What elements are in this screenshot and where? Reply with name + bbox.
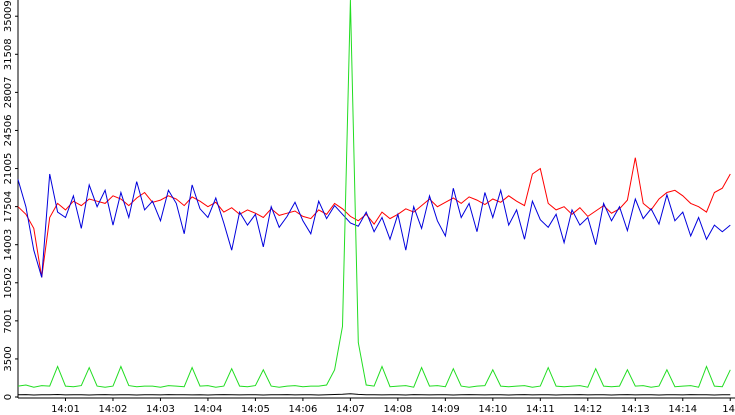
- y-tick-label: 17504: [3, 191, 14, 223]
- x-tick-label: 14:11: [526, 404, 555, 415]
- x-tick-label: 14:04: [194, 404, 223, 415]
- x-tick-label: 14:05: [241, 404, 270, 415]
- x-tick-label: 14:08: [383, 404, 412, 415]
- series-line: [17, 393, 731, 396]
- series-line: [17, 157, 731, 278]
- x-tick-label: 14:12: [573, 404, 602, 415]
- y-tick-label: 31508: [3, 38, 14, 70]
- y-tick-label: 3500: [3, 346, 14, 371]
- y-tick-label: 28007: [3, 76, 14, 108]
- x-tick-label: 14:13: [621, 404, 650, 415]
- y-tick-label: 14003: [3, 229, 14, 261]
- series-line: [17, 173, 731, 278]
- y-tick-label: 7001: [3, 308, 14, 333]
- x-tick-label: 14:06: [288, 404, 317, 415]
- y-tick-label: 21005: [3, 153, 14, 185]
- x-tick-label: 14:03: [146, 404, 175, 415]
- y-tick-label: 24506: [3, 115, 14, 147]
- y-tick-label: 10502: [3, 267, 14, 299]
- x-tick-label: 14:01: [51, 404, 80, 415]
- x-tick-label: 14:09: [431, 404, 460, 415]
- series-line: [17, 0, 731, 388]
- x-tick-label: 14: [722, 404, 735, 415]
- y-tick-label: 0: [3, 394, 14, 400]
- x-tick-label: 14:07: [336, 404, 365, 415]
- x-tick-label: 14:14: [668, 404, 697, 415]
- x-tick-label: 14:10: [478, 404, 507, 415]
- x-tick-label: 14:02: [99, 404, 128, 415]
- y-tick-label: 35009: [3, 0, 14, 32]
